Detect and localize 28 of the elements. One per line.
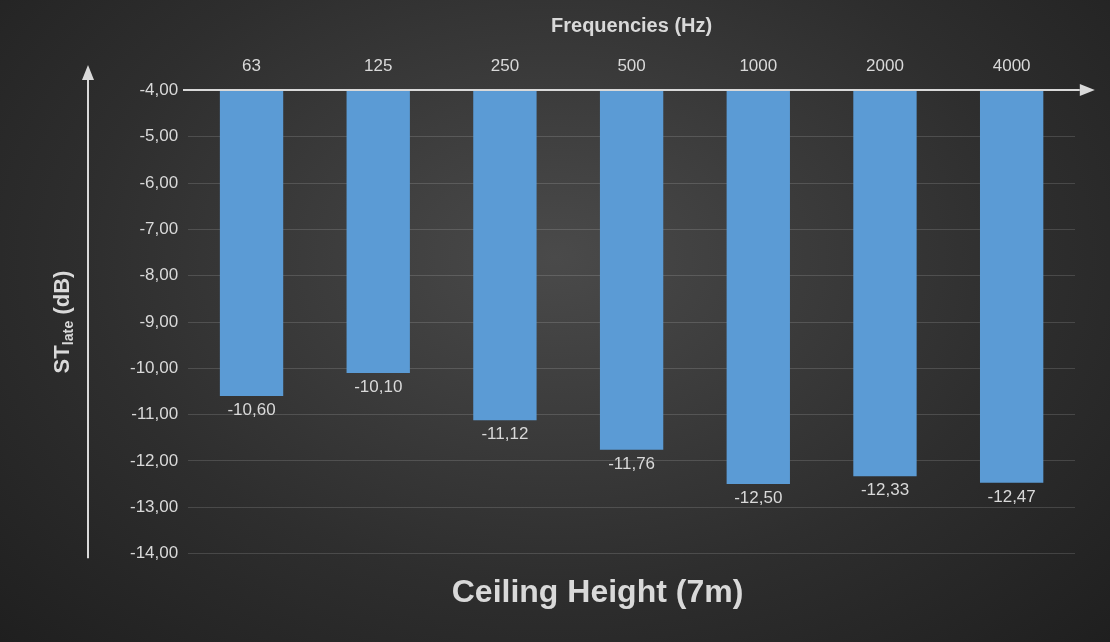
y-tick-label: -10,00 bbox=[130, 358, 179, 378]
y-tick-label: -12,00 bbox=[130, 450, 179, 470]
x-tick-label: 4000 bbox=[992, 55, 1031, 75]
data-label: -12,33 bbox=[860, 480, 910, 500]
data-label: -10,60 bbox=[227, 400, 276, 420]
y-tick-label: -14,00 bbox=[130, 543, 179, 563]
y-tick-label: -5,00 bbox=[139, 126, 179, 146]
data-label: -12,50 bbox=[734, 488, 783, 508]
y-tick-label: -11,00 bbox=[131, 404, 179, 424]
x-tick-label: 125 bbox=[364, 55, 393, 75]
data-label: -11,76 bbox=[608, 454, 656, 474]
data-label: -11,12 bbox=[481, 424, 529, 444]
y-tick-label: -7,00 bbox=[139, 219, 179, 239]
text: Ceiling Height (7m) bbox=[451, 572, 744, 609]
y-tick-label: -8,00 bbox=[139, 265, 179, 285]
y-tick-label: -13,00 bbox=[130, 496, 179, 516]
y-tick-label: -6,00 bbox=[139, 172, 179, 192]
x-tick-label: 2000 bbox=[866, 55, 904, 75]
y-tick-label: -4,00 bbox=[139, 80, 179, 100]
x-axis-title: Frequencies (Hz) bbox=[551, 13, 713, 36]
y-tick-label: -9,00 bbox=[139, 311, 179, 331]
x-tick-label: 500 bbox=[617, 55, 646, 75]
x-tick-label: 250 bbox=[490, 55, 520, 75]
data-label: -10,10 bbox=[354, 377, 403, 397]
x-tick-label: 1000 bbox=[739, 55, 778, 75]
x-tick-label: 63 bbox=[242, 55, 262, 75]
data-label: -12,47 bbox=[987, 486, 1036, 506]
y-axis-title: STlate (dB) bbox=[49, 270, 76, 374]
